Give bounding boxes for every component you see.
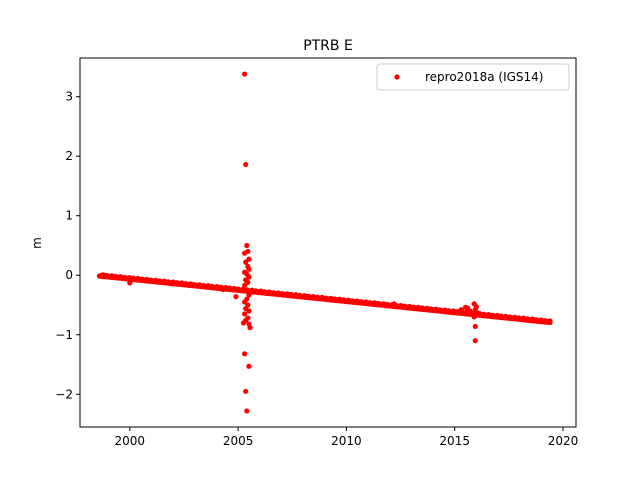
chart-title: PTRB E	[303, 38, 353, 54]
data-point	[242, 351, 248, 357]
data-point	[478, 311, 484, 318]
data-point	[242, 282, 248, 288]
data-point	[246, 308, 252, 314]
legend-box	[376, 63, 570, 91]
data-point	[243, 388, 249, 394]
axes: 2000 2005 2010 2015 2020 −2 −1 0 1 2 3	[55, 90, 578, 448]
data-point	[244, 242, 250, 249]
y-tick-label: 2	[65, 149, 73, 163]
y-tick-label: 3	[65, 90, 73, 104]
data-point	[246, 292, 252, 298]
data-point	[127, 280, 133, 286]
x-tick-label: 2015	[439, 434, 470, 448]
data-point	[240, 320, 247, 326]
data-point	[471, 314, 477, 320]
legend-label: repro2018a (IGS14)	[425, 70, 543, 84]
y-axis-label: m	[30, 237, 44, 249]
data-point	[243, 259, 249, 265]
x-tick-label: 2000	[115, 434, 146, 448]
y-tick-label: −1	[55, 328, 73, 342]
data-point	[247, 325, 253, 331]
y-tick-label: 1	[65, 209, 73, 223]
data-point	[220, 286, 226, 293]
plot-frame	[79, 57, 577, 428]
data-point	[233, 294, 239, 300]
data-point	[246, 363, 252, 369]
x-tick-label: 2020	[548, 434, 579, 448]
x-tick-label: 2010	[331, 434, 362, 448]
x-tick-label: 2005	[223, 434, 254, 448]
data-point	[458, 307, 464, 313]
y-tick-label: −2	[55, 387, 73, 401]
y-tick-label: 0	[65, 268, 73, 282]
legend: repro2018a (IGS14)	[376, 63, 570, 91]
data-point	[472, 338, 478, 344]
data-point	[242, 250, 248, 256]
data-point	[391, 301, 397, 307]
legend-marker	[394, 74, 400, 80]
data-point	[242, 311, 248, 317]
series-0	[96, 71, 553, 414]
data-point	[467, 308, 473, 314]
data-point	[243, 161, 249, 168]
plot-area	[96, 71, 553, 414]
data-point	[246, 266, 252, 272]
data-point	[242, 71, 248, 77]
data-point	[472, 323, 478, 330]
trend-point	[547, 319, 553, 326]
data-point	[244, 408, 250, 414]
